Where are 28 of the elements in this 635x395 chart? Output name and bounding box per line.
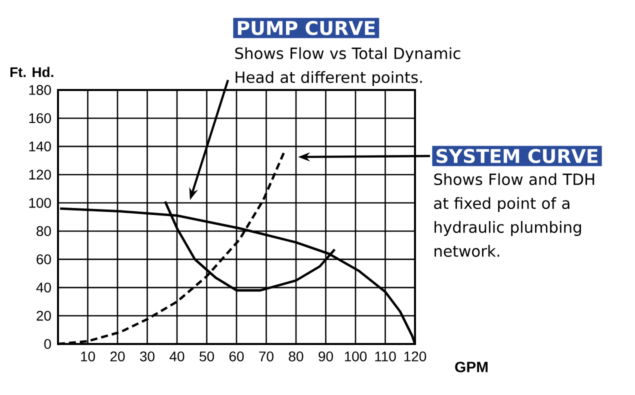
x-tick-label: 120 (404, 351, 426, 362)
x-axis-title: GPM (455, 362, 488, 372)
y-axis-title: Ft. Hd. (10, 66, 54, 78)
x-tick-label: 40 (170, 351, 184, 362)
y-tick-label: 120 (29, 170, 51, 180)
x-tick-label: 50 (200, 351, 214, 362)
y-tick-label: 100 (29, 198, 51, 208)
y-tick-label: 80 (36, 226, 51, 236)
x-tick-label: 70 (259, 351, 274, 362)
x-tick-label: 20 (110, 351, 125, 362)
x-tick-label: 100 (344, 351, 367, 362)
x-tick-label: 30 (140, 351, 154, 362)
y-tick-label: 20 (36, 310, 51, 321)
x-tick-label: 10 (81, 351, 95, 362)
text: Shows Flow and TDH at fixed point of a hydraulic plumbing network. (434, 173, 594, 257)
y-tick-label: 0 (44, 339, 51, 349)
text: Shows Flow vs Total Dynamic Head at different points. (235, 47, 460, 86)
y-tick-label: 180 (29, 85, 51, 95)
y-tick-label: 160 (29, 113, 51, 124)
x-tick-label: 110 (375, 351, 396, 362)
y-tick-label: 60 (36, 254, 51, 264)
y-tick-label: 40 (36, 282, 51, 292)
x-tick-label: 60 (229, 351, 244, 362)
text: SYSTEM CURVE (436, 148, 598, 164)
y-tick-label: 140 (29, 141, 51, 152)
text: PUMP CURVE (238, 20, 375, 36)
x-tick-label: 90 (318, 351, 333, 362)
x-tick-label: 80 (288, 351, 304, 362)
